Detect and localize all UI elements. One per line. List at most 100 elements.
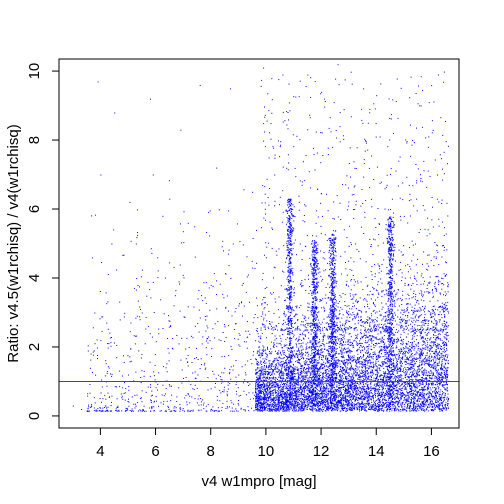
data-point-1226 xyxy=(305,375,307,377)
data-point-4202 xyxy=(364,322,366,323)
data-point-675 xyxy=(192,388,194,390)
data-point-472 xyxy=(149,333,151,335)
data-point-59 xyxy=(129,356,131,358)
data-point-648 xyxy=(115,408,117,410)
data-point-1166 xyxy=(269,352,271,354)
data-point-4674 xyxy=(275,371,277,373)
data-point-4293 xyxy=(273,397,275,399)
data-point-3552 xyxy=(297,350,299,352)
data-point-3508 xyxy=(315,314,317,316)
data-point-1348 xyxy=(285,397,287,399)
data-point-247 xyxy=(243,409,245,411)
data-point-3100 xyxy=(375,289,377,291)
data-point-1939 xyxy=(299,408,301,410)
data-point-2432 xyxy=(411,375,412,377)
data-point-328 xyxy=(201,364,203,365)
data-point-3682 xyxy=(431,309,433,311)
data-point-4120 xyxy=(274,407,276,409)
data-point-515 xyxy=(107,301,109,303)
data-point-1660 xyxy=(390,357,391,359)
data-point-239 xyxy=(124,392,126,394)
data-point-939 xyxy=(340,338,342,339)
data-point-1251 xyxy=(326,408,328,410)
data-point-4152 xyxy=(386,366,388,367)
data-point-3794 xyxy=(329,399,331,401)
data-point-342 xyxy=(242,382,244,384)
data-point-3890 xyxy=(396,400,398,402)
data-point-3327 xyxy=(295,392,297,394)
data-point-115 xyxy=(254,267,256,269)
data-point-4071 xyxy=(288,370,290,372)
data-point-1475 xyxy=(299,368,301,369)
data-point-1467 xyxy=(341,317,343,319)
data-point-4246 xyxy=(283,394,285,396)
data-point-3053 xyxy=(406,407,407,409)
data-point-2704 xyxy=(409,356,410,358)
data-point-2201 xyxy=(321,392,323,394)
data-point-4987 xyxy=(298,388,300,390)
data-point-1540 xyxy=(409,379,411,381)
data-point-2093 xyxy=(268,392,270,394)
data-point-1232 xyxy=(291,337,293,339)
data-point-4358 xyxy=(293,408,295,410)
data-point-2464 xyxy=(401,403,403,405)
data-point-331 xyxy=(99,291,101,292)
data-point-586 xyxy=(99,410,101,412)
data-point-2945 xyxy=(447,360,449,362)
data-point-364 xyxy=(136,315,138,317)
data-point-2741 xyxy=(279,389,281,391)
data-point-94 xyxy=(196,357,197,359)
data-point-3737 xyxy=(307,394,309,396)
data-point-3331 xyxy=(255,373,256,375)
data-point-1106 xyxy=(270,395,272,397)
data-point-3051 xyxy=(412,370,414,372)
data-point-3433 xyxy=(435,337,437,339)
data-point-4786 xyxy=(279,398,281,400)
data-point-3850 xyxy=(282,386,284,388)
data-point-1749 xyxy=(269,377,271,379)
data-point-1882 xyxy=(329,328,331,330)
data-point-2861 xyxy=(263,361,265,363)
data-point-2099 xyxy=(365,334,367,336)
data-point-898 xyxy=(282,403,284,405)
data-point-3262 xyxy=(256,398,258,399)
data-point-2688 xyxy=(350,351,352,353)
data-point-3185 xyxy=(380,394,382,396)
data-point-1284 xyxy=(282,401,284,403)
data-point-3101 xyxy=(327,406,329,408)
data-point-1684 xyxy=(420,336,422,338)
data-point-3348 xyxy=(294,395,296,397)
data-point-2796 xyxy=(345,341,347,343)
data-point-2938 xyxy=(429,350,430,352)
data-point-165 xyxy=(221,379,223,381)
data-point-3270 xyxy=(337,407,338,409)
data-point-1449 xyxy=(335,337,337,338)
data-point-2138 xyxy=(404,320,406,322)
data-point-3297 xyxy=(443,370,445,371)
data-point-3423 xyxy=(347,350,349,352)
data-point-3559 xyxy=(436,397,438,399)
data-point-2157 xyxy=(310,390,312,392)
data-point-998 xyxy=(340,393,342,395)
data-point-2670 xyxy=(416,369,418,371)
data-point-4514 xyxy=(309,408,311,410)
data-point-501 xyxy=(182,274,184,276)
data-point-1364 xyxy=(302,334,304,336)
data-point-1375 xyxy=(349,339,351,341)
data-point-4713 xyxy=(279,364,281,366)
data-point-4206 xyxy=(355,360,357,362)
data-point-4292 xyxy=(415,314,417,316)
data-point-2723 xyxy=(443,355,444,357)
data-point-3563 xyxy=(296,397,297,398)
data-point-4088 xyxy=(301,354,303,356)
data-point-4140 xyxy=(387,401,389,403)
data-point-3317 xyxy=(382,384,384,386)
data-point-1266 xyxy=(404,375,406,377)
data-point-1585 xyxy=(367,376,369,377)
data-point-2051 xyxy=(392,382,394,383)
data-point-278 xyxy=(233,403,235,405)
data-point-3958 xyxy=(409,345,411,347)
data-point-4516 xyxy=(439,357,441,359)
data-point-3023 xyxy=(297,391,299,393)
data-point-329 xyxy=(155,341,157,343)
